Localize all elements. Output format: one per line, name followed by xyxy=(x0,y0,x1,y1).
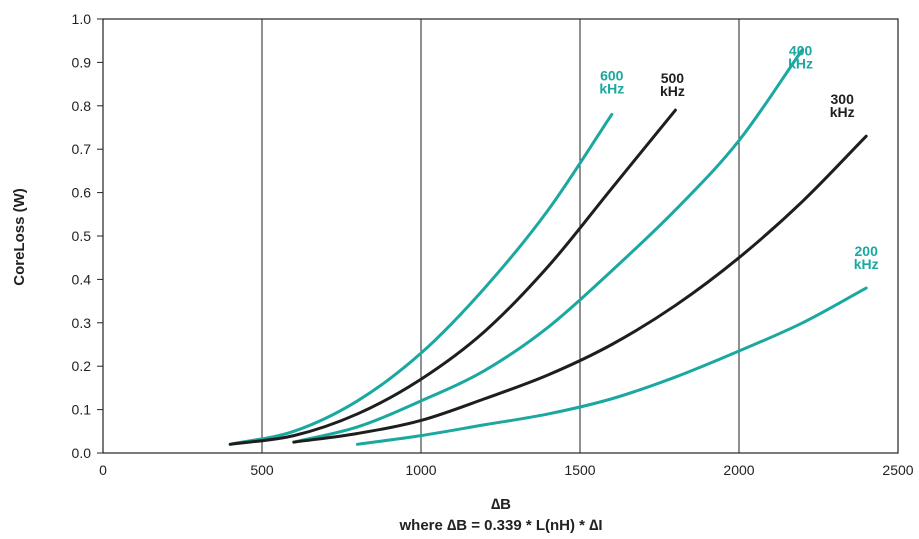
series-line-500-khz xyxy=(228,108,677,446)
series-line-300-khz xyxy=(292,134,868,444)
x-tick-label: 1000 xyxy=(405,462,436,478)
x-tick-label: 2500 xyxy=(882,462,913,478)
series-label-unit: kHz xyxy=(854,256,879,272)
series-line-200-khz xyxy=(355,286,868,446)
y-tick-label: 0.0 xyxy=(72,445,92,461)
y-tick-label: 0.5 xyxy=(72,228,92,244)
y-tick-label: 0.9 xyxy=(72,54,92,70)
y-axis-label: CoreLoss (W) xyxy=(11,188,28,286)
series-label-frequency: 300 xyxy=(831,91,855,107)
series-label-frequency: 400 xyxy=(789,42,813,58)
series-line-600-khz xyxy=(228,112,614,446)
series-curves xyxy=(228,47,868,446)
series-label-unit: kHz xyxy=(660,83,685,99)
y-tick-label: 0.8 xyxy=(72,98,92,114)
y-tick-label: 0.2 xyxy=(72,358,92,374)
x-tick-label: 2000 xyxy=(723,462,754,478)
series-line-400-khz xyxy=(292,47,805,444)
x-tick-label: 0 xyxy=(99,462,107,478)
x-tick-label: 500 xyxy=(250,462,274,478)
x-axis-label: ∆B xyxy=(491,496,511,513)
series-label-frequency: 500 xyxy=(661,70,685,86)
x-axis-formula-note: where ∆B = 0.339 * L(nH) * ∆I xyxy=(399,517,603,534)
y-tick-label: 1.0 xyxy=(72,11,92,27)
y-tick-label: 0.6 xyxy=(72,185,92,201)
series-label-unit: kHz xyxy=(788,55,813,71)
x-tick-label: 1500 xyxy=(564,462,595,478)
tick-labels: 0 500 1000 1500 2000 2500 0.0 0.1 0.2 0.3 0.4 0.5 0.… xyxy=(72,11,914,478)
series-label-unit: kHz xyxy=(830,104,855,120)
y-tick-label: 0.3 xyxy=(72,315,92,331)
y-tick-label: 0.7 xyxy=(72,141,92,157)
y-tick-label: 0.1 xyxy=(72,402,92,418)
y-tick-label: 0.4 xyxy=(72,271,92,287)
series-label-frequency: 600 xyxy=(600,67,624,83)
series-label-unit: kHz xyxy=(599,80,624,96)
series-label-frequency: 200 xyxy=(855,243,879,259)
plot-frame xyxy=(102,18,899,454)
